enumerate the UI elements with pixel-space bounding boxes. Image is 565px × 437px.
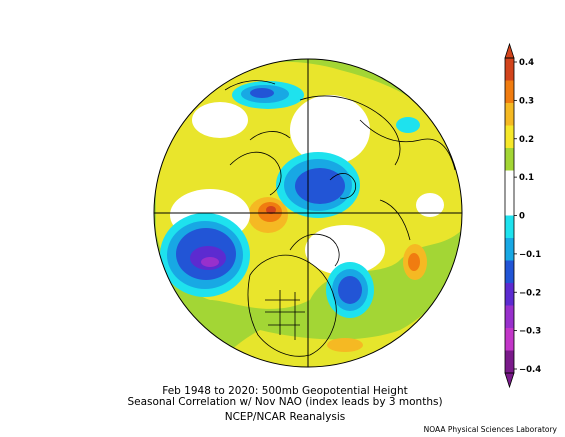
colorbar-swatch	[505, 193, 514, 216]
colorbar-swatch	[505, 170, 514, 194]
caption-subtitle: Seasonal Correlation w/ Nov NAO (index l…	[127, 396, 443, 408]
colorbar-tick-label: 0.3	[519, 96, 534, 106]
colorbar-tick-label: −0.1	[519, 250, 541, 260]
colorbar-swatch	[505, 80, 514, 104]
colorbar-swatch	[505, 283, 514, 306]
colorbar-swatch	[505, 103, 514, 126]
colorbar-swatch	[505, 125, 514, 149]
colorbar-swatch	[505, 215, 514, 239]
colorbar-tick-label: 0.2	[519, 135, 534, 145]
caption-title: Feb 1948 to 2020: 500mb Geopotential Hei…	[162, 385, 408, 397]
colorbar-tick-label: 0.4	[519, 58, 534, 68]
colorbar-min-arrow	[504, 372, 515, 389]
caption-source: NCEP/NCAR Reanalysis	[224, 411, 346, 423]
map-border	[153, 58, 463, 368]
colorbar-swatch	[505, 350, 514, 374]
colorbar-swatch	[505, 238, 514, 261]
colorbar-swatch	[505, 305, 514, 329]
credit-label: NOAA Physical Sciences Laboratory	[423, 425, 557, 434]
colorbar-tick-label: 0	[519, 212, 525, 222]
colorbar-tick-label: −0.2	[519, 288, 541, 298]
coastlines	[224, 80, 456, 357]
positive-center-south	[327, 338, 363, 352]
colorbar-swatch	[505, 148, 514, 171]
colorbar-tick-label: −0.4	[519, 365, 541, 375]
colorbar-swatch	[505, 260, 514, 284]
colorbar-tick-label: −0.3	[519, 327, 541, 337]
colorbar-swatch	[505, 58, 514, 81]
colorbar-tick-label: 0.1	[519, 173, 534, 183]
colorbar-swatch	[505, 328, 514, 351]
colorbar-max-arrow	[504, 42, 515, 59]
